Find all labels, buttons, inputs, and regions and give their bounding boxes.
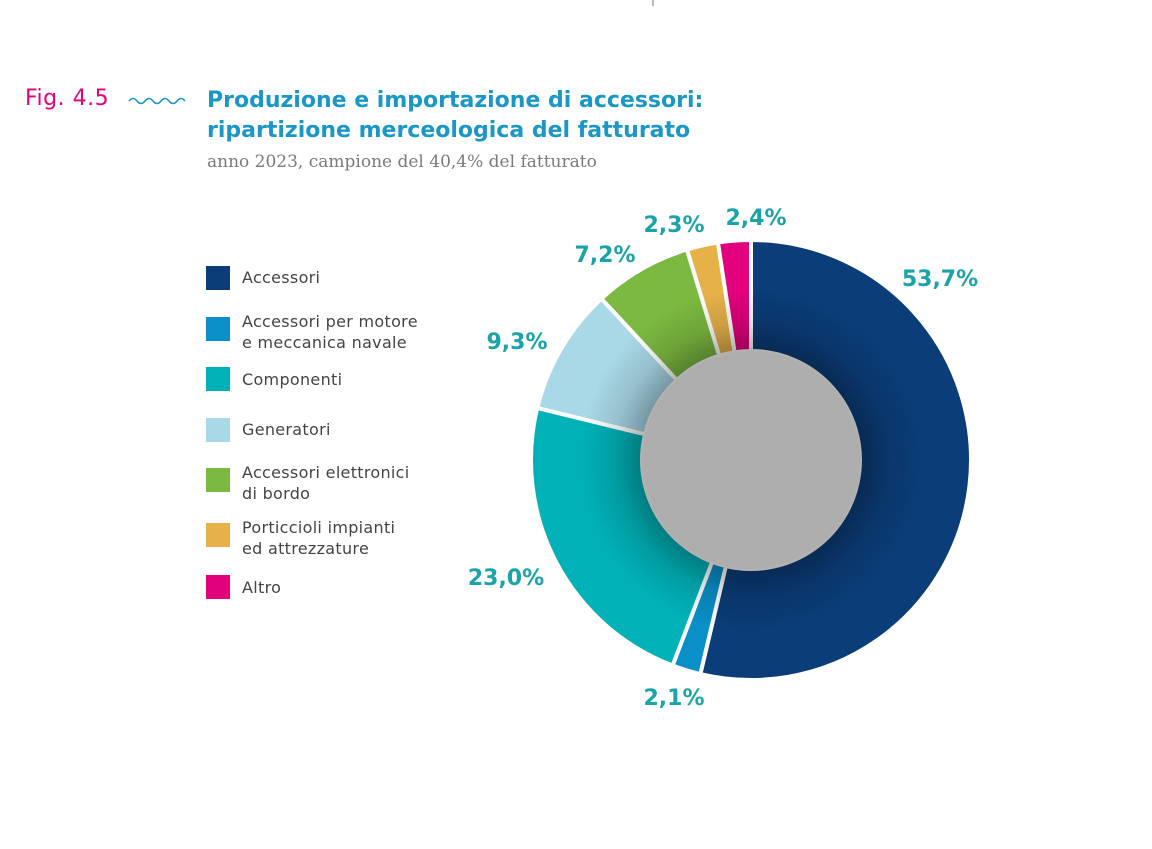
wave-icon [128,97,186,105]
slice-value-label: 2,4% [725,206,786,231]
legend-swatch [206,367,230,391]
legend-swatch [206,468,230,492]
slice-value-label: 2,1% [643,686,704,711]
legend-label: Accessori per motore e meccanica navale [242,312,418,352]
chart-title-line1: Produzione e importazione di accessori: [207,88,704,113]
legend-swatch [206,523,230,547]
slice-value-label: 7,2% [574,243,635,268]
chart-subtitle: anno 2023, campione del 40,4% del fattur… [207,152,597,172]
legend-label: Altro [242,578,282,597]
page-edge-mark [652,0,654,6]
slice-value-label: 53,7% [902,267,978,292]
legend-swatch [206,317,230,341]
donut-inner-shade [531,240,971,680]
slice-value-label: 2,3% [643,213,704,238]
legend-swatch [206,575,230,599]
legend-label: Accessori elettronici di bordo [242,463,410,503]
legend-swatch [206,418,230,442]
chart-title: Produzione e importazione di accessori: … [207,86,907,146]
figure-number: Fig. 4.5 [25,86,110,111]
chart-title-line2: ripartizione merceologica del fatturato [207,118,691,143]
legend-label: Componenti [242,370,343,389]
donut-labels: 53,7% 2,1% 23,0% 9,3% 7,2% 2,3% 2,4% [468,206,978,711]
slice-value-label: 9,3% [486,330,547,355]
legend-label: Porticcioli impianti ed attrezzature [242,518,396,558]
legend-label: Generatori [242,420,331,439]
slice-value-label: 23,0% [468,566,544,591]
legend-label: Accessori [242,268,321,287]
legend-swatch [206,266,230,290]
